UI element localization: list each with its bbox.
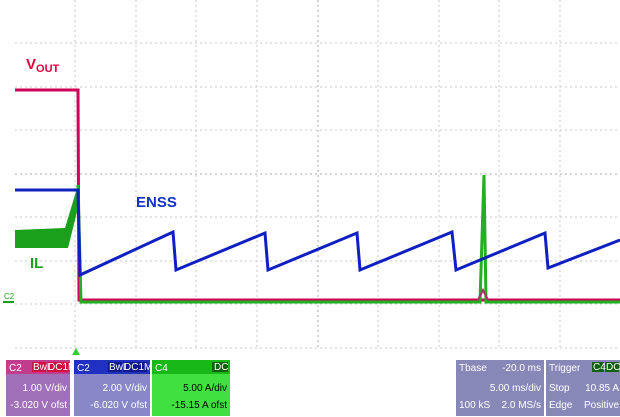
label: 2.0 MS/s [502,400,541,411]
label: C2 [77,363,90,374]
label: DC [214,362,228,373]
label: 100 kS [459,400,490,411]
trigger-marker [72,348,80,355]
label: DC [606,362,620,373]
label: -6.020 V ofst [90,400,147,411]
il-label: IL [30,255,43,272]
label: Positive [584,400,619,411]
label: DC1M [48,362,76,373]
label: 5.00 ms/div [490,383,541,394]
label: -3.020 V ofst [10,400,67,411]
vout-bump [477,287,489,301]
label: C2 [9,363,22,374]
label: -20.0 ms [502,363,541,374]
vout-label: VOUT [26,56,60,75]
label: Stop [549,383,570,394]
channel-box: C2 BwL DC1M 2.00 V/div -6.020 V ofst [74,360,152,416]
channel-box: C4 DC 5.00 A/div -15.15 A ofst [152,360,230,416]
enss-trace [15,188,620,278]
label: DC1M [124,362,152,373]
trigger-box: Trigger C4 DC Stop 10.85 A Edge Positive [546,360,620,416]
label: Trigger [549,363,581,374]
label: C4 [155,363,168,374]
il-trace [76,174,620,304]
label: BwL [33,362,53,373]
timebase-box: Tbase -20.0 ms 5.00 ms/div 100 kS 2.0 MS… [456,360,544,416]
label: 5.00 A/div [183,383,227,394]
label: 1.00 V/div [23,383,67,394]
label: Edge [549,400,573,411]
graticule [15,0,620,349]
label: 2.00 V/div [103,383,147,394]
label: C4 [593,362,606,373]
label: OUT [36,63,60,75]
label: V [26,56,36,73]
label: 10.85 A [585,383,619,394]
ground-marker: C2 [4,292,15,301]
label: Tbase [459,363,487,374]
enss-label: ENSS [136,194,177,211]
channel-box: C2 BwL DC1M 1.00 V/div -3.020 V ofst [6,360,76,416]
label: -15.15 A ofst [171,400,227,411]
il-noise [15,185,80,248]
label: BwL [109,362,129,373]
